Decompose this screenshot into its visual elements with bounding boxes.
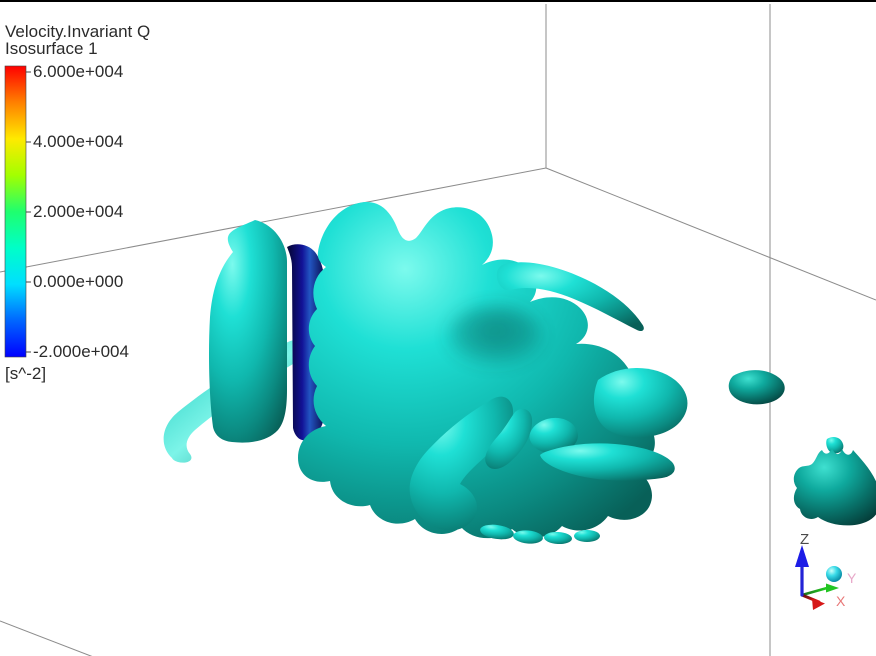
svg-text:X: X [836, 593, 846, 609]
svg-text:Y: Y [847, 570, 857, 586]
svg-text:Z: Z [800, 531, 809, 548]
